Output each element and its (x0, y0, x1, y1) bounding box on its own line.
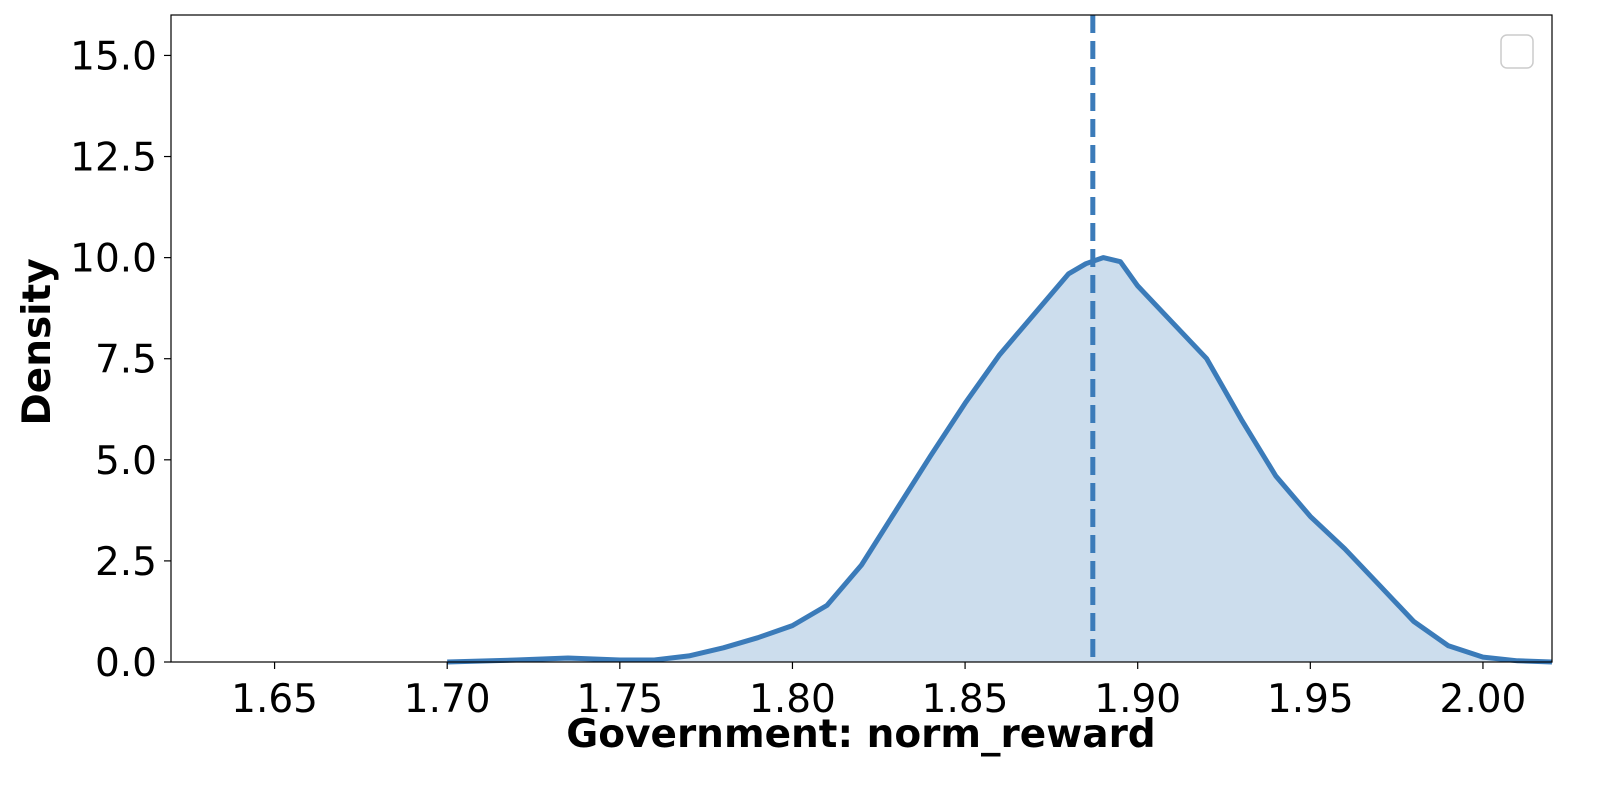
legend-box (1500, 34, 1534, 69)
plot-area (447, 15, 1553, 665)
y-axis-label: Density (15, 258, 60, 425)
x-tick-label: 1.85 (922, 677, 1009, 722)
x-tick-label: 1.70 (404, 677, 491, 722)
x-tick-label: 1.80 (749, 677, 836, 722)
x-tick-label: 1.65 (231, 677, 318, 722)
x-tick-label: 1.75 (576, 677, 663, 722)
y-tick-label: 15.0 (70, 34, 157, 79)
axes-frame (170, 14, 1553, 663)
y-tick-label: 10.0 (70, 237, 157, 282)
x-tick-label: 2.00 (1440, 677, 1527, 722)
y-tick-label: 7.5 (95, 338, 157, 383)
x-tick-label: 1.90 (1094, 677, 1181, 722)
y-tick-label: 2.5 (95, 540, 157, 585)
y-tick-label: 0.0 (95, 641, 157, 686)
density-area (447, 257, 1553, 662)
x-tick-label: 1.95 (1267, 677, 1354, 722)
y-tick-label: 5.0 (95, 439, 157, 484)
y-tick-label: 12.5 (70, 136, 157, 181)
density-line (447, 255, 1553, 665)
x-axis-label: Government: norm_reward (566, 712, 1155, 757)
